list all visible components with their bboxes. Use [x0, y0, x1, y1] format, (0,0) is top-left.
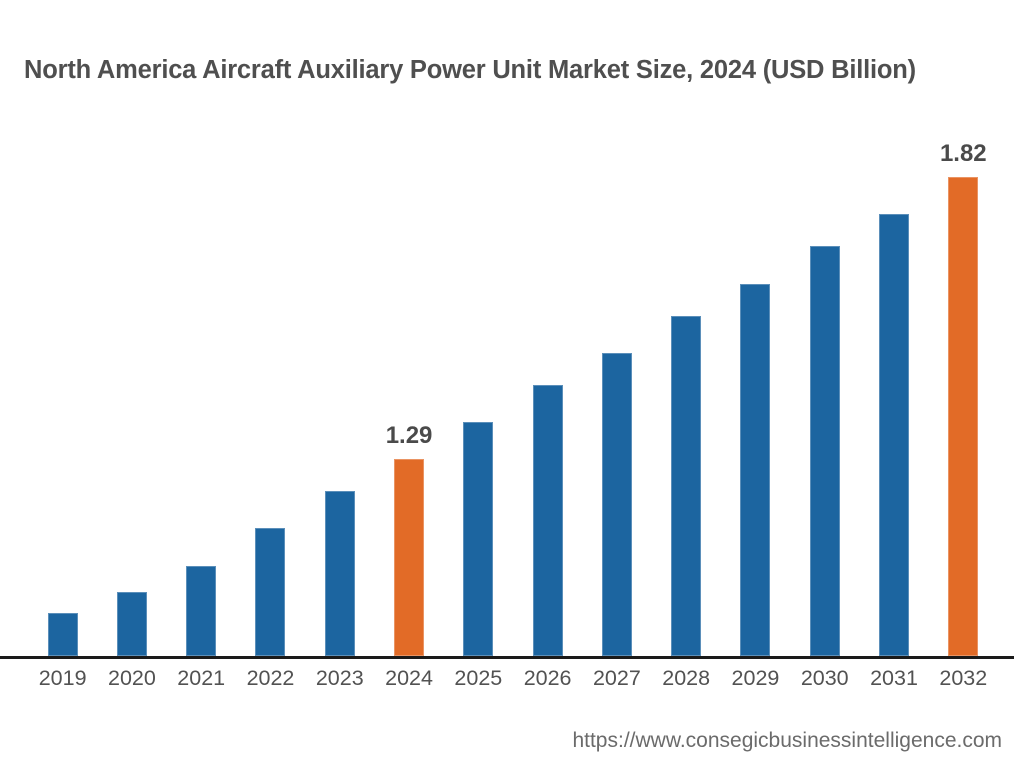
- bar-2022: [255, 528, 286, 656]
- x-axis-line: [0, 656, 1014, 659]
- x-axis-label-2032: 2032: [939, 666, 988, 690]
- bar-column-2020: [97, 592, 166, 656]
- x-axis-label-2025: 2025: [454, 666, 503, 690]
- bar-column-2030: [790, 246, 859, 656]
- bar-2023: [324, 491, 355, 656]
- bar-column-2025: [444, 422, 513, 656]
- chart-title: North America Aircraft Auxiliary Power U…: [24, 56, 916, 84]
- bar-2026: [532, 385, 563, 656]
- bar-2019: [47, 613, 78, 656]
- bar-column-2019: [28, 613, 97, 656]
- bar-2025: [463, 422, 494, 656]
- bar-2020: [116, 592, 147, 656]
- bar-value-label-2024: 1.29: [385, 422, 433, 449]
- x-axis-label-2030: 2030: [800, 666, 849, 690]
- x-axis-label-2019: 2019: [38, 666, 87, 690]
- x-axis-label-2024: 2024: [385, 666, 433, 690]
- source-url: https://www.consegicbusinessintelligence…: [572, 729, 1002, 752]
- x-axis-label-2021: 2021: [177, 666, 226, 690]
- x-axis-label-2020: 2020: [108, 666, 156, 690]
- x-axis-label-2027: 2027: [592, 666, 641, 690]
- bar-2031: [879, 214, 910, 656]
- x-axis-label-2028: 2028: [662, 666, 711, 690]
- x-axis-label-2026: 2026: [523, 666, 572, 690]
- bar-column-2032: 1.82: [929, 140, 998, 656]
- bar-2021: [186, 566, 217, 656]
- bar-2030: [809, 246, 840, 656]
- x-axis-labels: 2019 2020 2021 2022 2023 2024 2025 2026 2027 2028…: [28, 666, 998, 691]
- bar-column-2028: [652, 316, 721, 656]
- x-axis-label-2023: 2023: [315, 666, 364, 690]
- bars-container: 1.29 1.82: [28, 140, 998, 656]
- bar-value-label-2032: 1.82: [939, 140, 987, 167]
- bar-column-2023: [305, 491, 374, 656]
- bar-column-2026: [513, 385, 582, 656]
- bar-column-2024: 1.29: [374, 422, 443, 656]
- bar-column-2022: [236, 528, 305, 656]
- bar-2032: [948, 177, 979, 656]
- x-axis-label-2029: 2029: [731, 666, 780, 690]
- bar-2024: [394, 459, 425, 656]
- bar-column-2021: [167, 566, 236, 656]
- bar-column-2031: [859, 214, 928, 656]
- x-axis-label-2022: 2022: [246, 666, 295, 690]
- bar-column-2027: [582, 353, 651, 656]
- bar-2027: [601, 353, 632, 656]
- bar-2028: [671, 316, 702, 656]
- x-axis-label-2031: 2031: [870, 666, 918, 690]
- bar-column-2029: [721, 284, 790, 656]
- bar-2029: [740, 284, 771, 656]
